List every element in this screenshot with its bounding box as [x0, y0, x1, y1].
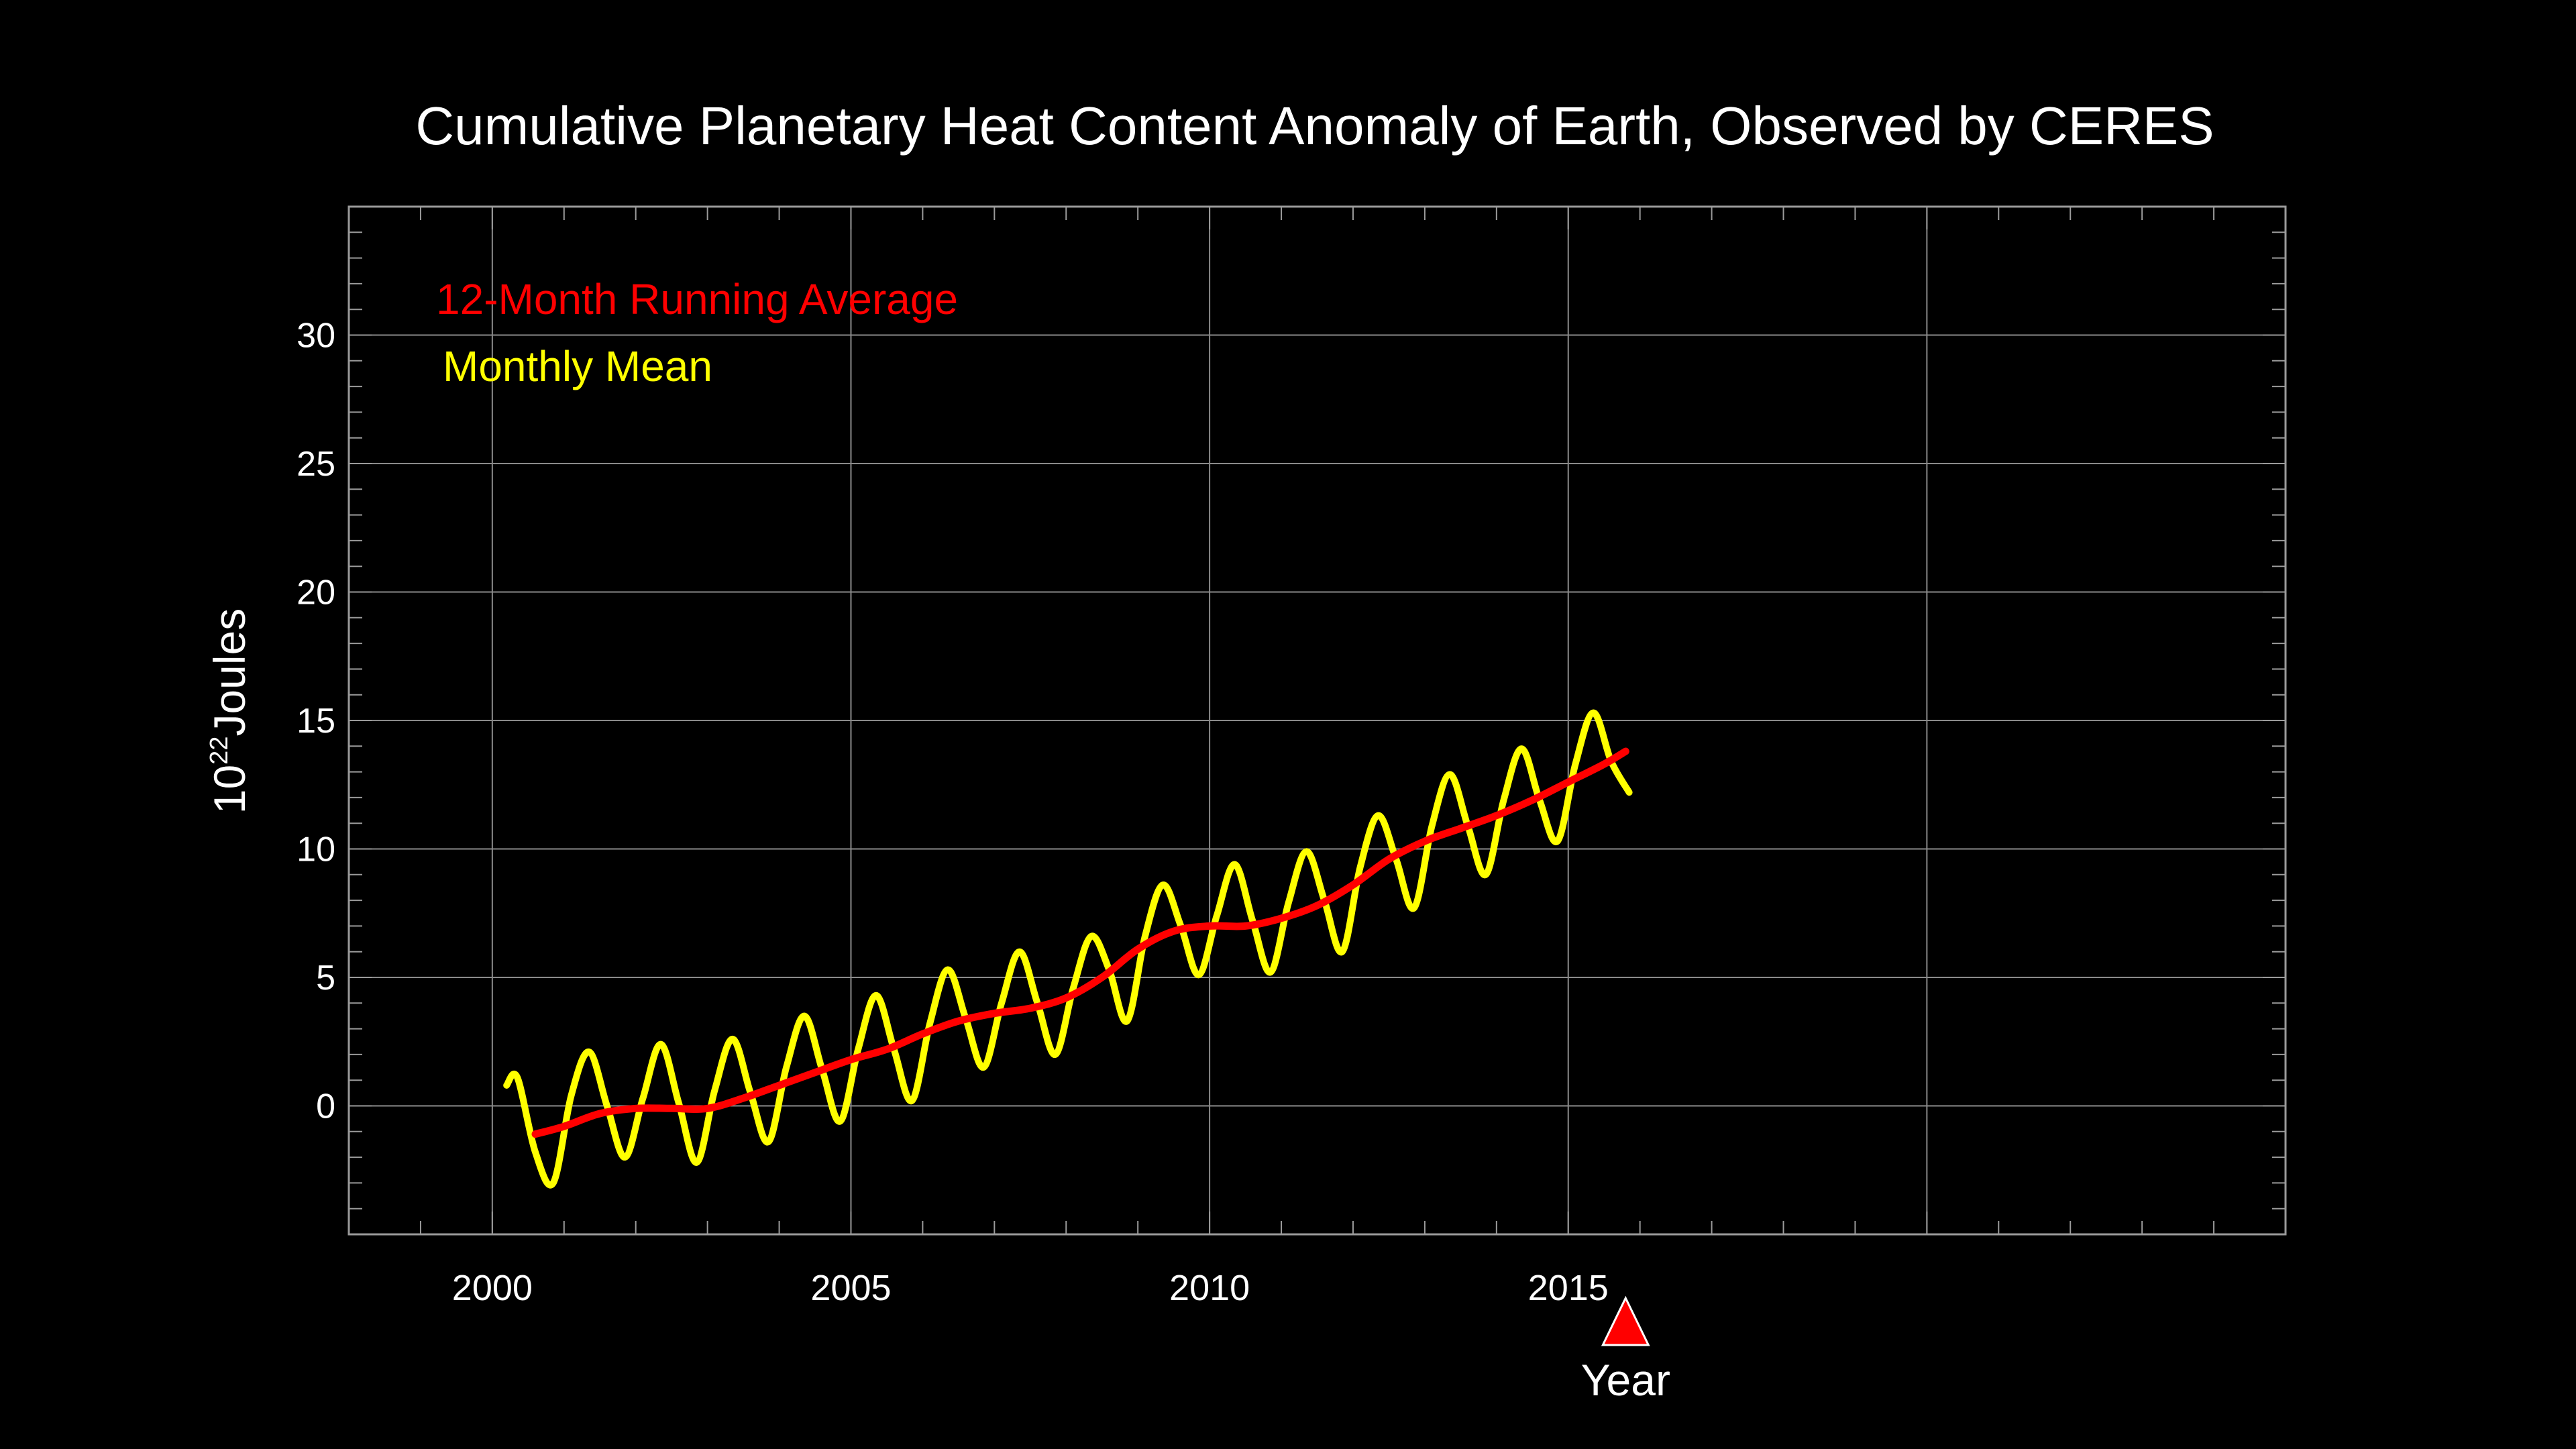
y-tick-label: 10: [297, 830, 335, 869]
series-monthly-mean-line: [503, 709, 1633, 1189]
y-tick-label: 15: [297, 702, 335, 741]
minor-ticks: [349, 207, 2286, 1234]
y-tick-label: 5: [316, 959, 335, 998]
y-axis-label-unit: Joules: [205, 608, 254, 737]
y-tick-labels: 0 5 10 15 20 25 30: [297, 317, 335, 1126]
year-marker-triangle: [1601, 1295, 1650, 1346]
x-tick-label: 2000: [452, 1268, 533, 1308]
x-tick-labels: 2000 2005 2010 2015: [452, 1268, 1609, 1308]
y-tick-label: 30: [297, 317, 335, 356]
y-tick-label: 20: [297, 574, 335, 612]
plot-frame: [347, 205, 2287, 1236]
y-axis-label-exponent: 22: [205, 737, 233, 765]
y-axis-label-base: 10: [205, 765, 254, 814]
legend-monthly-mean: Monthly Mean: [443, 342, 712, 390]
y-tick-label: 0: [316, 1087, 335, 1126]
chart-title: Cumulative Planetary Heat Content Anomal…: [415, 96, 2214, 156]
legend-running-average: 12-Month Running Average: [436, 275, 958, 323]
x-axis-label: Year: [1581, 1355, 1670, 1405]
x-tick-label: 2010: [1169, 1268, 1250, 1308]
y-tick-label: 25: [297, 445, 335, 484]
x-tick-label: 2005: [810, 1268, 891, 1308]
y-axis-label: 1022Joules: [205, 608, 254, 814]
series-running-average-line: [531, 747, 1629, 1138]
x-tick-label: 2015: [1528, 1268, 1609, 1308]
